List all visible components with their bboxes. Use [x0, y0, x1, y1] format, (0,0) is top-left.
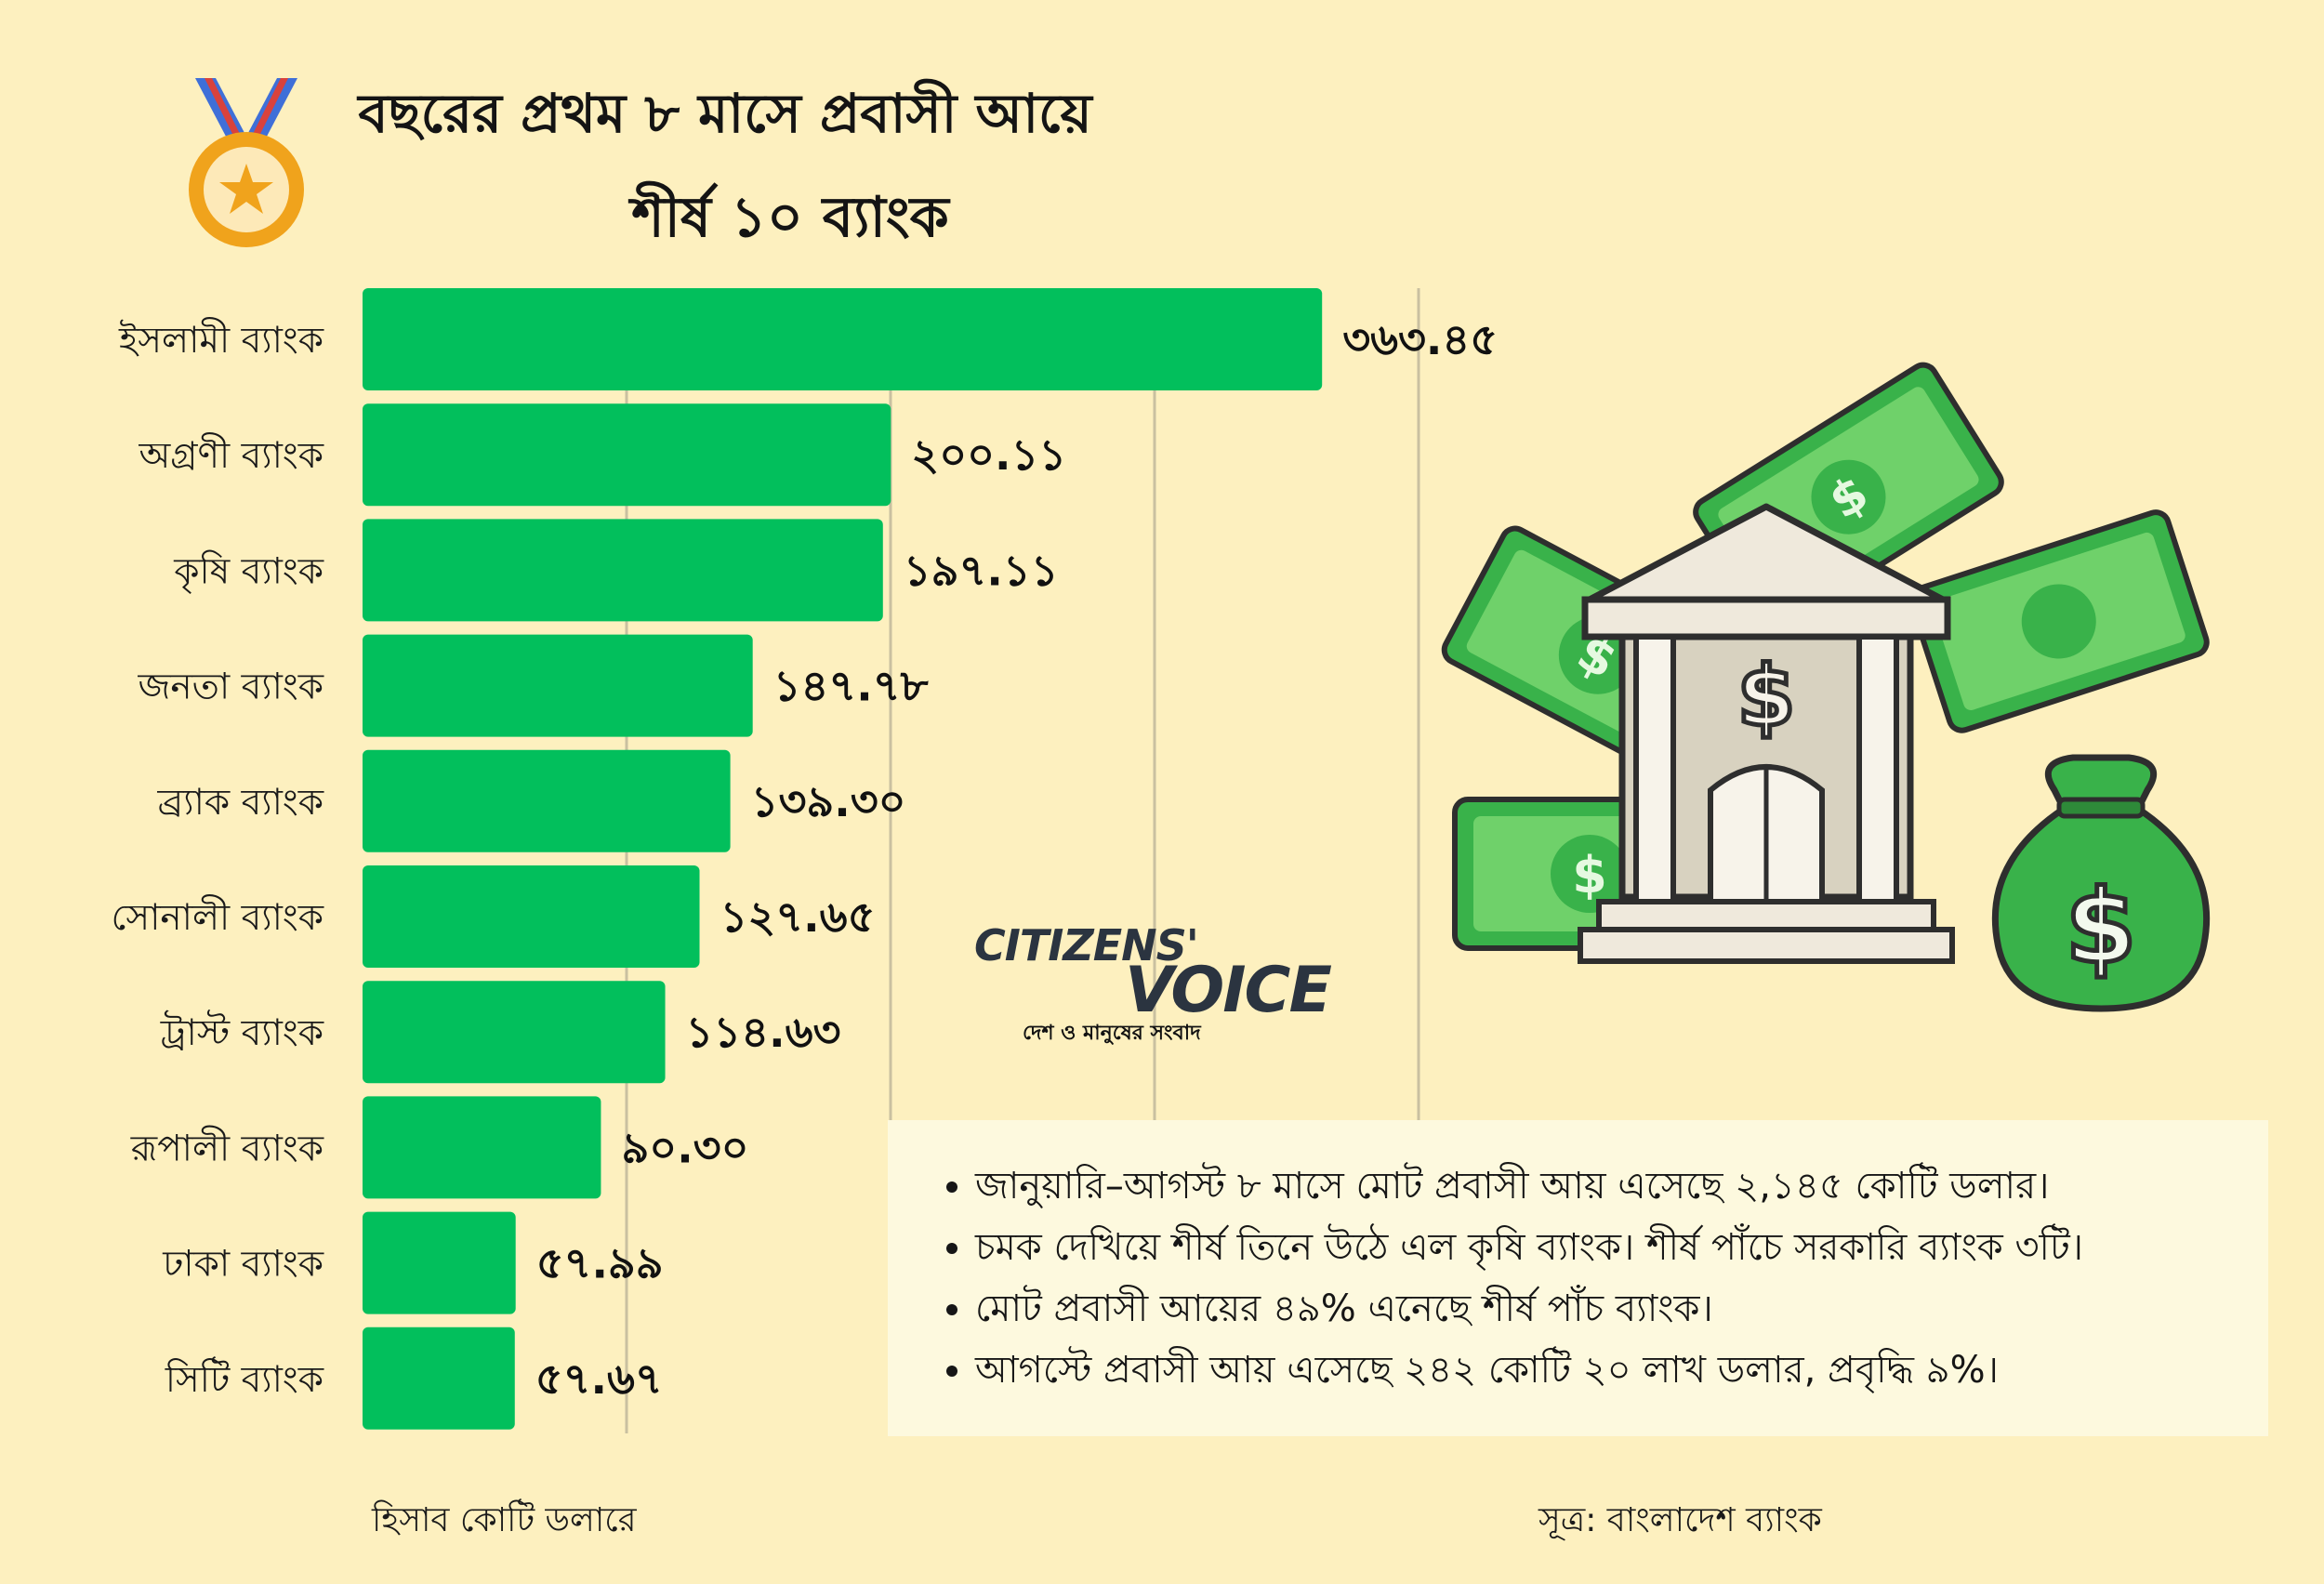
unit-note: হিসাব কোটি ডলারে [372, 1501, 637, 1539]
category-label: সোনালী ব্যাংক [112, 894, 324, 939]
svg-text:$: $ [2066, 867, 2137, 986]
value-label: ১২৭.৬৫ [720, 891, 876, 942]
bank-money-illustration: $ $ $ $ $ [1441, 362, 2211, 1012]
category-label: ইসলামী ব্যাংক [118, 317, 324, 362]
value-label: ১৯৭.১১ [904, 545, 1059, 595]
note-item: চমক দেখিয়ে শীর্ষ তিনে উঠে এল কৃষি ব্যাং… [975, 1217, 2231, 1278]
category-labels: ইসলামী ব্যাংক অগ্রণী ব্যাংক কৃষি ব্যাংক জনত… [112, 317, 324, 1401]
chart-title-line2: শীর্ষ ১০ ব্যাংক [631, 185, 949, 250]
value-labels: ৩৬৩.৪৫ ২০০.১১ ১৯৭.১১ ১৪৭.৭৮ ১৩৯.৩০ ১২৭.৬৫ ১১৪.… [535, 314, 1498, 1404]
value-label: ৫৭.৬৭ [535, 1353, 663, 1404]
category-label: রূপালী ব্যাংক [130, 1125, 324, 1169]
svg-text:$: $ [1737, 648, 1796, 746]
category-label: জনতা ব্যাংক [137, 667, 324, 708]
note-item: জানুয়ারি–আগস্ট ৮ মাসে মোট প্রবাসী আয় এ… [975, 1155, 2231, 1217]
chart-title-line1: বছরের প্রথম ৮ মাসে প্রবাসী আয়ে [358, 82, 1092, 145]
category-label: অগ্রণী ব্যাংক [138, 432, 324, 477]
logo-line1: CITIZENS' [974, 920, 1199, 970]
value-label: ২০০.১১ [911, 429, 1066, 480]
bar [363, 288, 1323, 390]
value-label: ১৩৯.৩০ [751, 776, 906, 826]
svg-text:$: $ [1572, 846, 1607, 904]
bar [363, 1327, 515, 1430]
medal-icon [189, 78, 304, 247]
value-label: ৯০.৩০ [621, 1122, 748, 1172]
category-label: ট্রাস্ট ব্যাংক [160, 1010, 324, 1054]
bar [363, 1096, 601, 1199]
value-label: ১১৪.৬৩ [686, 1007, 841, 1057]
note-item: আগস্টে প্রবাসী আয় এসেছে ২৪২ কোটি ২০ লাখ… [975, 1340, 2231, 1401]
category-label: ঢাকা ব্যাংক [162, 1244, 324, 1286]
bar [363, 749, 731, 852]
bars [363, 288, 1323, 1430]
logo-line2: VOICE [1125, 954, 1332, 1027]
notes-box: জানুয়ারি–আগস্ট ৮ মাসে মোট প্রবাসী আয় এ… [888, 1120, 2268, 1436]
notes-list: জানুয়ারি–আগস্ট ৮ মাসে মোট প্রবাসী আয় এ… [944, 1155, 2231, 1401]
value-label: ৫৭.৯৯ [536, 1238, 664, 1288]
category-label: সিটি ব্যাংক [165, 1356, 324, 1401]
bar-chart: ইসলামী ব্যাংক অগ্রণী ব্যাংক কৃষি ব্যাংক জনত… [112, 288, 1498, 1433]
citizens-voice-logo: CITIZENS' VOICE দেশ ও মানুষের সংবাদ [967, 920, 1339, 1050]
bar [363, 1211, 516, 1314]
bar [363, 519, 883, 622]
note-item: মোট প্রবাসী আয়ের ৪৯% এনেছে শীর্ষ পাঁচ ব… [975, 1278, 2231, 1340]
value-label: ৩৬৩.৪৫ [1342, 314, 1498, 364]
category-label: কৃষি ব্যাংক [173, 549, 324, 593]
bar [363, 981, 666, 1084]
source-note: সূত্র: বাংলাদেশ ব্যাংক [1538, 1501, 1822, 1539]
bar [363, 865, 700, 968]
bar [363, 634, 753, 737]
value-label: ১৪৭.৭৮ [773, 661, 929, 711]
logo-tagline: দেশ ও মানুষের সংবাদ [1023, 1022, 1201, 1045]
category-label: ব্র্যাক ব্যাংক [157, 782, 324, 824]
bar [363, 403, 891, 507]
